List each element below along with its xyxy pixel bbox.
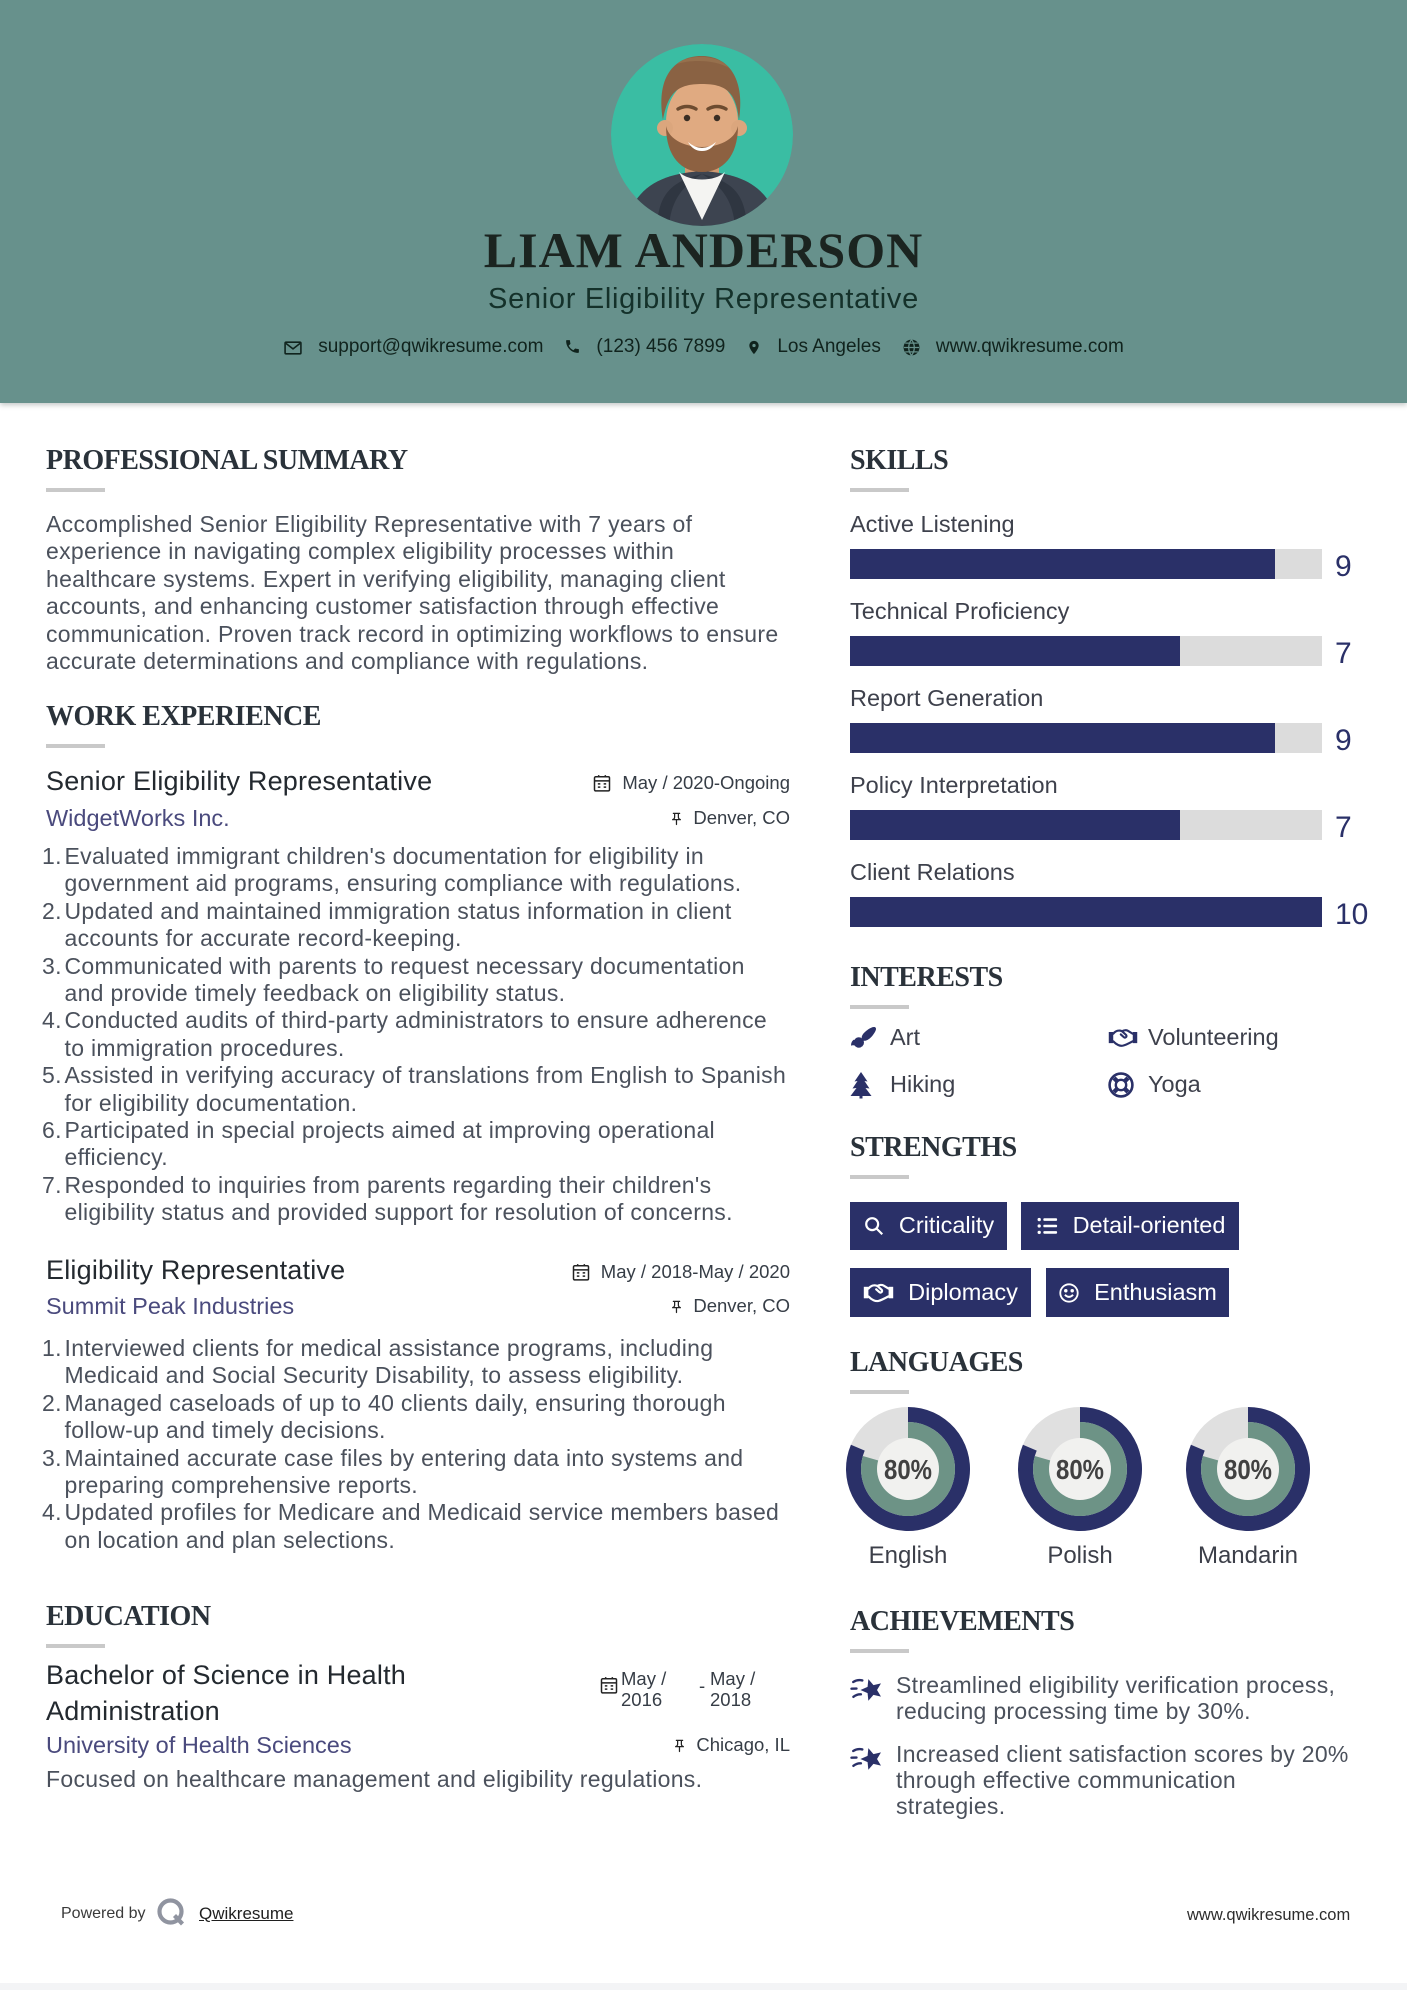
svg-text:80%: 80% [1056, 1454, 1104, 1485]
svg-text:80%: 80% [884, 1454, 932, 1485]
svg-text:80%: 80% [1224, 1454, 1272, 1485]
